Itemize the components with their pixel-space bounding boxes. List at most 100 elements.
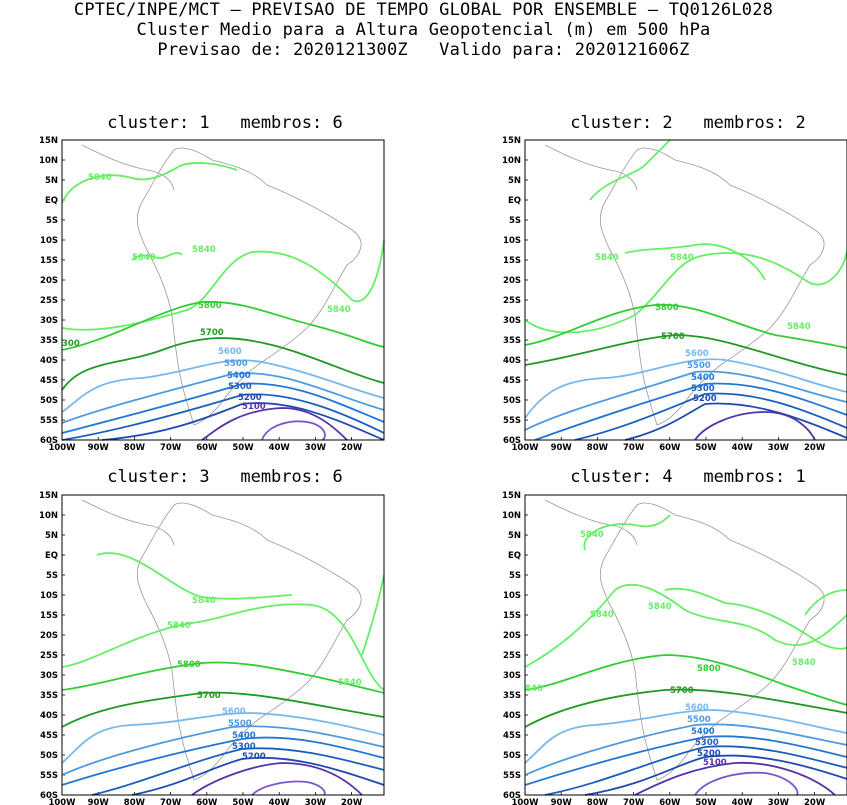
lat-ticks: 15N 10N 5N EQ 5S 10S 15S 20S 25S 30S 35S 40S 45S 50S 5… [502,491,528,801]
lat-tick-label: 10N [39,156,58,166]
lat-tick-label: 50S [40,396,58,406]
contour-5840-east [804,589,847,616]
contour-5840-main [61,239,385,331]
lat-ticks: 15N 10N 5N EQ 5S 10S 15S 20S 25S 30S 35S 40S 45S 50S 5… [39,491,65,801]
lat-tick-label: 25S [40,651,58,661]
lat-tick-label: 35S [503,691,521,701]
contour-label: 5840 [167,621,191,631]
lat-tick-label: 25S [40,296,58,306]
contour-label: 5300 [228,382,252,392]
contour-5500 [61,725,385,776]
lon-tick-label: 70W [160,443,182,453]
lat-tick-label: 25S [503,296,521,306]
lon-tick-label: 90W [88,443,110,453]
contour-label: 5500 [228,719,252,729]
lon-tick-label: 60W [659,443,681,453]
lat-tick-label: 25S [503,651,521,661]
lat-tick-label: 5S [509,571,521,581]
lat-tick-label: 10S [40,236,58,246]
contour-label: 5600 [685,703,709,713]
contour-label: 5840 [338,678,362,688]
lat-tick-label: 5S [509,216,521,226]
lon-tick-label: 40W [269,443,291,453]
lat-tick-label: 5N [508,531,521,541]
lon-tick-label: 70W [623,443,645,453]
header-line-2: Cluster Medio para a Altura Geopotencial… [136,20,711,40]
contour-5840-north [583,514,671,551]
contour-label: 5400 [227,371,251,381]
contour-5700 [524,334,847,376]
central-america-coastline [544,144,638,191]
lat-tick-label: 55S [503,771,521,781]
contour-5600 [61,359,385,413]
panel-4-title: cluster: 4 membros: 1 [570,467,806,487]
contour-label: 5840 [580,530,604,540]
contour-5100 [634,761,836,796]
lon-tick-label: 30W [768,443,790,453]
contour-label: 5840 [88,173,112,183]
lon-tick-label: 60W [196,443,218,453]
lat-tick-label: 35S [40,691,58,701]
lon-tick-label: 100W [48,443,76,453]
contour-label: 5400 [691,727,715,737]
contour-label: 5300 [691,384,715,394]
lat-tick-label: 35S [503,336,521,346]
contour-label: 5700 [670,686,694,696]
contour-label: 5700 [200,328,224,338]
coastline [544,144,825,426]
lat-tick-label: 55S [40,416,58,426]
lon-tick-label: 20W [341,798,363,805]
lon-tick-label: 50W [232,443,254,453]
contour-label: 5500 [224,359,248,369]
lat-tick-label: 55S [40,771,58,781]
contour-5800 [61,300,385,351]
contour-label: 5100 [242,402,266,412]
lon-tick-label: 30W [305,798,327,805]
lon-tick-label: 80W [587,798,609,805]
contour-5400 [534,382,847,441]
contour-5700 [61,691,385,728]
contour-label: 5840 [595,253,619,263]
lon-tick-label: 40W [732,798,754,805]
contour-5700 [524,688,847,728]
contour-label: 5200 [693,394,717,404]
contour-5840-inner [624,243,766,281]
contour-lines [61,162,385,441]
lon-tick-label: 20W [804,798,826,805]
contour-labels: 5840 5840 5840 5840 5800 5700 5600 5500 … [62,173,351,412]
contour-5400 [524,735,847,786]
south-america-coastline [136,147,362,426]
contour-label: 5840 [590,610,614,620]
contour-label: 5800 [198,301,222,311]
contour-5400 [61,736,385,786]
contour-label: 5100 [703,758,727,768]
lon-tick-label: 80W [124,798,146,805]
south-america-coastline [599,502,825,781]
lon-tick-label: 90W [551,798,573,805]
contour-label: 5400 [691,373,715,383]
contour-5600 [524,358,847,419]
contour-5500 [61,372,385,424]
contour-label: 5800 [177,660,201,670]
contour-label: 5600 [222,707,246,717]
lat-tick-label: 30S [40,316,58,326]
lat-tick-label: 30S [503,671,521,681]
lon-tick-label: 30W [768,798,790,805]
contour-label: 5840 [670,253,694,263]
lat-tick-label: 40S [503,711,521,721]
lat-tick-label: 15N [502,491,521,501]
lat-tick-label: 20S [503,276,521,286]
contour-5840-north [589,139,671,201]
contour-5840-inner [131,252,183,261]
lon-tick-label: 30W [305,443,327,453]
contour-5800 [524,303,847,349]
map-frame [61,494,385,796]
contour-5000 [694,771,799,796]
lat-tick-label: 20S [40,631,58,641]
lat-tick-label: 60S [40,791,58,801]
contour-label: 5840 [192,596,216,606]
contour-label: 5840 [787,322,811,332]
contour-label: 5300 [695,738,719,748]
panel-3-title: cluster: 3 membros: 6 [107,467,343,487]
lat-tick-label: 15S [503,256,521,266]
